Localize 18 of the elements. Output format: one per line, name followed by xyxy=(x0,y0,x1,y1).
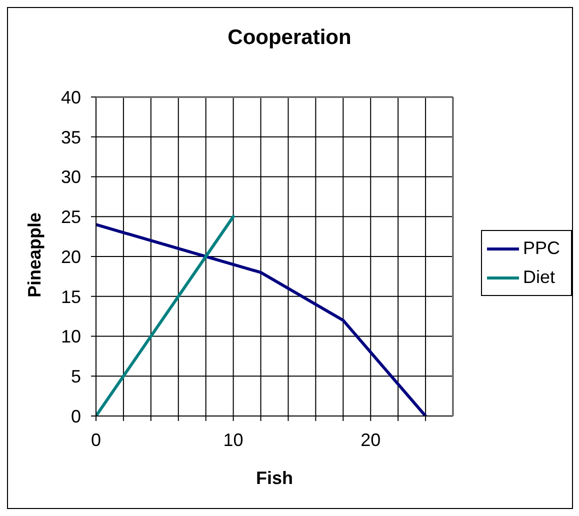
y-tick-label: 20 xyxy=(60,246,81,267)
y-tick-label: 5 xyxy=(70,366,81,387)
y-tick-label: 30 xyxy=(60,167,81,188)
y-axis-title: Pineapple xyxy=(24,212,46,298)
y-tick-label: 15 xyxy=(60,286,81,307)
x-tick-label: 0 xyxy=(90,430,102,450)
legend-label: PPC xyxy=(523,238,560,259)
y-tick-label: 40 xyxy=(60,87,81,108)
y-tick-label: 25 xyxy=(60,207,81,228)
legend-label: Diet xyxy=(523,267,556,288)
x-tick-label: 20 xyxy=(360,430,381,450)
x-axis-title: Fish xyxy=(254,468,294,489)
line-series xyxy=(96,223,428,416)
y-tick-label: 10 xyxy=(60,326,81,347)
y-tick-label: 35 xyxy=(60,127,81,148)
y-tick-label: 0 xyxy=(70,406,81,426)
chart-title: Cooperation xyxy=(226,26,352,50)
x-tick-label: 10 xyxy=(223,430,244,450)
